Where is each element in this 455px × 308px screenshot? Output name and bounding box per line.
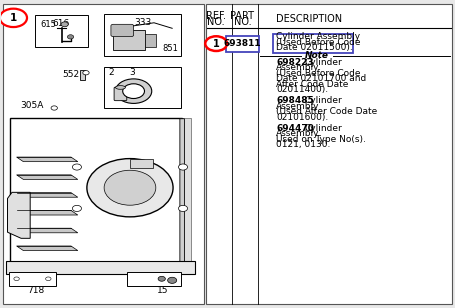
FancyBboxPatch shape (6, 261, 195, 274)
Bar (273, 34, 353, 53)
Bar (206, 4, 452, 304)
Text: 305A: 305A (20, 101, 44, 110)
Text: Date 02011500).: Date 02011500). (276, 43, 353, 52)
Polygon shape (16, 228, 78, 233)
Circle shape (61, 22, 68, 27)
Ellipse shape (116, 86, 126, 89)
Text: 333: 333 (134, 18, 152, 27)
Polygon shape (180, 119, 184, 272)
Text: Assembly: Assembly (276, 102, 319, 111)
Circle shape (67, 35, 74, 39)
Text: 1: 1 (213, 38, 219, 49)
Circle shape (178, 164, 187, 170)
Bar (130, 159, 153, 168)
Text: Used on Type No(s).: Used on Type No(s). (276, 135, 366, 144)
Text: 02011400).: 02011400). (276, 85, 328, 94)
Circle shape (51, 106, 57, 110)
Text: Cylinder: Cylinder (304, 96, 342, 105)
Text: After Code Date: After Code Date (276, 79, 349, 89)
Text: 0121, 0130.: 0121, 0130. (276, 140, 330, 149)
Circle shape (205, 36, 227, 51)
Polygon shape (16, 157, 78, 162)
Polygon shape (16, 175, 78, 180)
Text: 3: 3 (129, 68, 135, 77)
FancyBboxPatch shape (111, 24, 134, 37)
FancyBboxPatch shape (10, 118, 182, 267)
Circle shape (72, 205, 81, 212)
Text: 615: 615 (40, 20, 56, 30)
Circle shape (83, 71, 89, 75)
Text: NO.: NO. (207, 17, 225, 27)
Polygon shape (16, 246, 78, 251)
FancyBboxPatch shape (114, 87, 127, 101)
Bar (3, 4, 204, 304)
Text: Cylinder Assembly: Cylinder Assembly (276, 32, 360, 41)
Text: 15: 15 (157, 286, 169, 295)
Circle shape (104, 170, 156, 205)
Text: (Used Before Code: (Used Before Code (276, 38, 360, 47)
Text: PART: PART (231, 11, 254, 21)
FancyBboxPatch shape (127, 272, 181, 286)
Text: 02101600).: 02101600). (276, 113, 329, 122)
Text: 851: 851 (162, 44, 178, 53)
Text: Cylinder: Cylinder (304, 58, 342, 67)
Text: 2: 2 (108, 68, 114, 77)
FancyBboxPatch shape (9, 272, 56, 286)
Circle shape (87, 159, 173, 217)
Circle shape (158, 276, 165, 281)
Polygon shape (16, 192, 78, 197)
Text: 616: 616 (53, 19, 70, 28)
Text: 694470: 694470 (276, 124, 314, 133)
Circle shape (14, 277, 19, 281)
Text: Date 02101700 and: Date 02101700 and (276, 74, 366, 83)
Circle shape (46, 277, 51, 281)
Text: Assembly: Assembly (276, 63, 319, 72)
Text: 693811: 693811 (224, 39, 261, 48)
Bar (226, 36, 259, 52)
Bar (104, 14, 181, 56)
Polygon shape (7, 192, 30, 238)
Polygon shape (16, 210, 78, 215)
Text: (Used After Code Date: (Used After Code Date (276, 107, 377, 116)
Text: 1: 1 (10, 13, 17, 23)
Circle shape (0, 9, 27, 27)
Circle shape (123, 84, 145, 99)
Circle shape (167, 277, 177, 283)
Bar (35, 15, 88, 47)
Text: Note: Note (305, 51, 329, 60)
Text: NO.: NO. (234, 17, 251, 27)
Bar (145, 34, 156, 47)
Bar (80, 70, 85, 80)
Bar (113, 30, 145, 51)
Text: 552: 552 (62, 70, 80, 79)
Text: (Used Before Code: (Used Before Code (276, 69, 360, 78)
Circle shape (178, 205, 187, 212)
Text: DESCRIPTION: DESCRIPTION (276, 14, 342, 24)
Text: 718: 718 (27, 286, 45, 295)
Text: Assembly: Assembly (276, 129, 319, 138)
Bar (104, 67, 181, 108)
Circle shape (72, 164, 81, 170)
FancyBboxPatch shape (15, 118, 191, 273)
Text: 698223: 698223 (276, 58, 313, 67)
Text: 698485: 698485 (276, 96, 314, 105)
Circle shape (116, 79, 152, 103)
Text: REF.: REF. (206, 11, 226, 21)
Text: Cylinder: Cylinder (304, 124, 342, 133)
